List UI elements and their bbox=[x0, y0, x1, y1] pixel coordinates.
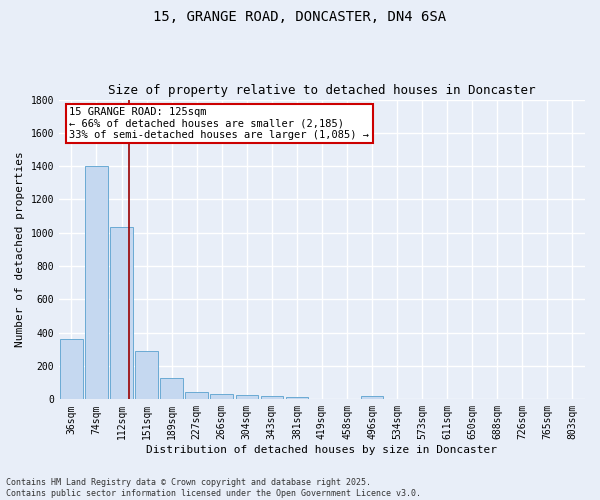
Bar bbox=[85, 166, 108, 400]
Bar bbox=[286, 397, 308, 400]
X-axis label: Distribution of detached houses by size in Doncaster: Distribution of detached houses by size … bbox=[146, 445, 497, 455]
Bar bbox=[236, 395, 258, 400]
Bar bbox=[160, 378, 183, 400]
Bar bbox=[361, 396, 383, 400]
Bar bbox=[185, 392, 208, 400]
Bar bbox=[60, 340, 83, 400]
Bar bbox=[211, 394, 233, 400]
Bar bbox=[136, 351, 158, 400]
Text: 15 GRANGE ROAD: 125sqm
← 66% of detached houses are smaller (2,185)
33% of semi-: 15 GRANGE ROAD: 125sqm ← 66% of detached… bbox=[70, 107, 370, 140]
Title: Size of property relative to detached houses in Doncaster: Size of property relative to detached ho… bbox=[108, 84, 536, 97]
Text: 15, GRANGE ROAD, DONCASTER, DN4 6SA: 15, GRANGE ROAD, DONCASTER, DN4 6SA bbox=[154, 10, 446, 24]
Y-axis label: Number of detached properties: Number of detached properties bbox=[15, 152, 25, 348]
Text: Contains HM Land Registry data © Crown copyright and database right 2025.
Contai: Contains HM Land Registry data © Crown c… bbox=[6, 478, 421, 498]
Bar bbox=[110, 227, 133, 400]
Bar bbox=[260, 396, 283, 400]
